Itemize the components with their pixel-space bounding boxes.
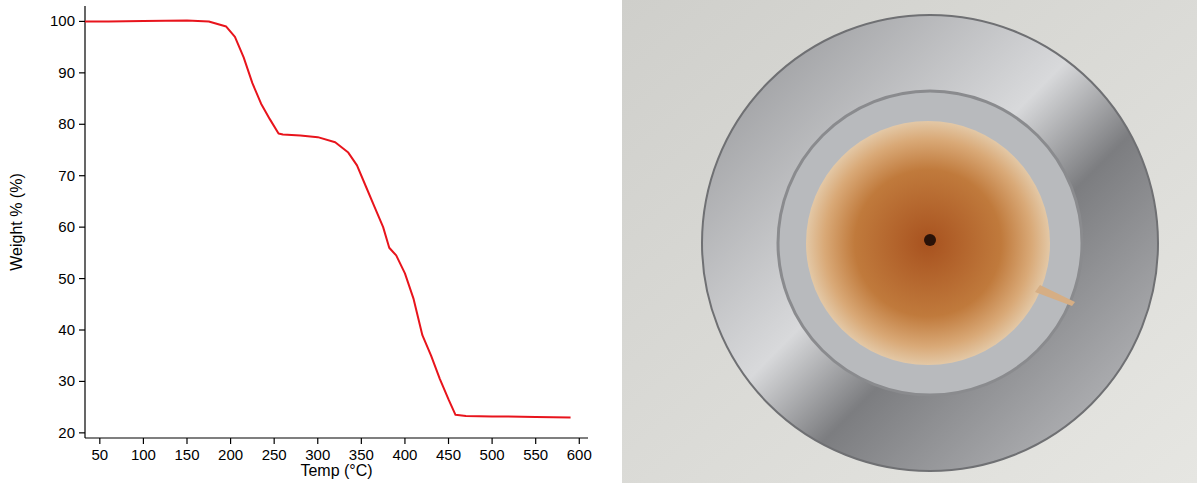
y-tick xyxy=(79,175,85,176)
y-tick-label: 40 xyxy=(58,321,75,338)
y-tick-label: 100 xyxy=(50,12,75,29)
y-tick-label: 60 xyxy=(58,218,75,235)
y-axis-title: Weight % (%) xyxy=(8,173,25,271)
residue xyxy=(806,121,1050,365)
x-tick-label: 550 xyxy=(523,446,548,463)
x-tick-label: 150 xyxy=(174,446,199,463)
x-tick-label: 500 xyxy=(480,446,505,463)
y-tick xyxy=(79,227,85,228)
x-axis-title: Temp (°C) xyxy=(300,462,372,479)
x-tick-label: 100 xyxy=(131,446,156,463)
metal-disc xyxy=(702,15,1158,471)
inner-ring xyxy=(778,91,1082,395)
y-tick-label: 20 xyxy=(58,424,75,441)
y-tick-label: 90 xyxy=(58,64,75,81)
figure: 50 100 150 200 250 300 350 400 450 500 550 600 20 30 4… xyxy=(0,0,1197,483)
y-tick xyxy=(79,381,85,382)
x-tick xyxy=(99,438,100,444)
x-tick xyxy=(317,438,318,444)
y-tick xyxy=(79,72,85,73)
x-tick xyxy=(579,438,580,444)
x-tick-label: 450 xyxy=(436,446,461,463)
x-tick xyxy=(535,438,536,444)
x-tick xyxy=(186,438,187,444)
y-tick-label: 50 xyxy=(58,270,75,287)
y-tick xyxy=(79,278,85,279)
x-tick xyxy=(361,438,362,444)
plot-area xyxy=(85,20,571,417)
photo xyxy=(622,0,1197,483)
x-tick xyxy=(143,438,144,444)
center-spot xyxy=(924,234,936,246)
y-tick xyxy=(79,432,85,433)
x-tick-label: 350 xyxy=(349,446,374,463)
x-tick xyxy=(230,438,231,444)
x-tick-label: 300 xyxy=(305,446,330,463)
x-tick xyxy=(448,438,449,444)
y-tick xyxy=(79,329,85,330)
line-series xyxy=(85,20,571,417)
x-tick xyxy=(274,438,275,444)
y-axis xyxy=(84,6,85,438)
y-tick-label: 80 xyxy=(58,115,75,132)
y-tick xyxy=(79,21,85,22)
x-tick xyxy=(492,438,493,444)
x-tick-label: 50 xyxy=(91,446,108,463)
y-tick-label: 30 xyxy=(58,372,75,389)
residue-drip xyxy=(1035,285,1075,306)
y-tick xyxy=(79,124,85,125)
y-tick-label: 70 xyxy=(58,167,75,184)
x-tick-label: 200 xyxy=(218,446,243,463)
photo-background xyxy=(622,0,1197,483)
x-tick-label: 250 xyxy=(262,446,287,463)
x-tick-label: 600 xyxy=(567,446,592,463)
x-axis xyxy=(85,437,588,438)
x-tick-label: 400 xyxy=(392,446,417,463)
x-tick xyxy=(404,438,405,444)
